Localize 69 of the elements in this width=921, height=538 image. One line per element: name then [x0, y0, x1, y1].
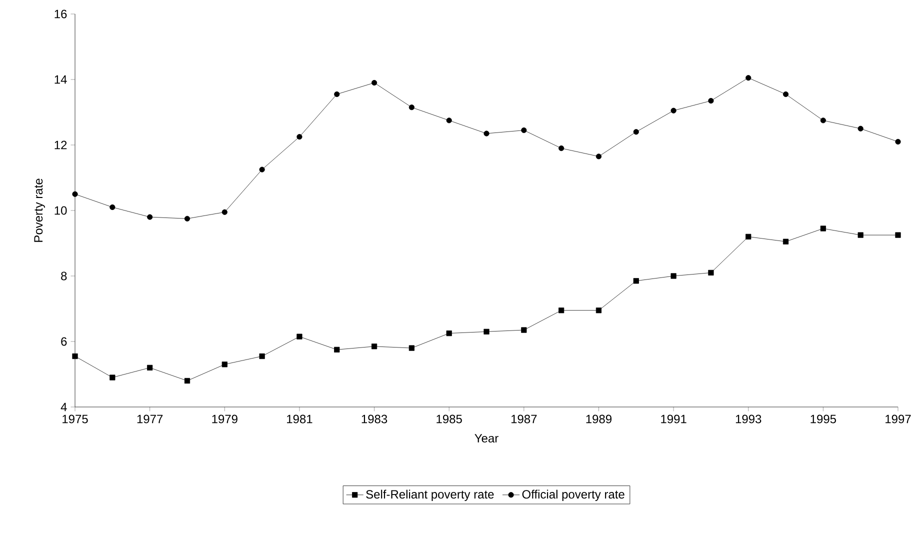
x-tick-label: 1987	[511, 414, 537, 424]
y-tick-label: 12	[54, 140, 67, 150]
point	[633, 129, 639, 135]
point	[895, 232, 901, 238]
point	[858, 232, 864, 238]
point	[746, 234, 752, 240]
point	[596, 154, 602, 160]
point	[746, 75, 752, 81]
point	[446, 330, 452, 336]
y-tick-label: 16	[54, 10, 67, 18]
point	[184, 378, 190, 384]
point	[670, 273, 676, 279]
point	[596, 308, 602, 314]
point	[521, 127, 527, 134]
y-tick-label: 6	[61, 337, 67, 346]
point	[371, 344, 378, 350]
point	[110, 204, 116, 210]
x-tick-label: 1983	[362, 414, 388, 424]
x-tick-label: 1997	[886, 414, 911, 424]
point	[408, 104, 414, 110]
point	[184, 216, 190, 222]
x-tick-label: 1995	[810, 414, 836, 424]
point	[72, 191, 78, 197]
y-tick-label: 8	[61, 272, 67, 280]
legend-label: Official poverty rate	[522, 490, 624, 501]
point	[147, 214, 153, 220]
point	[147, 364, 153, 370]
point	[521, 327, 527, 333]
point	[558, 308, 564, 314]
point	[670, 108, 676, 114]
x-tick-label: 1989	[586, 414, 612, 424]
x-tick-label: 1991	[661, 414, 686, 424]
point	[334, 346, 340, 352]
y-tick-label: 10	[54, 206, 67, 215]
point	[558, 145, 564, 152]
point	[259, 353, 265, 360]
point	[895, 138, 901, 145]
point	[858, 126, 864, 132]
y-tick-label: 14	[54, 75, 67, 84]
point	[110, 374, 116, 380]
point	[708, 270, 714, 276]
x-axis-title: Year	[474, 434, 498, 443]
point	[296, 334, 302, 340]
y-axis-title: Poverty rate	[34, 178, 45, 242]
y-tick-label: 4	[60, 402, 67, 412]
point	[446, 118, 452, 124]
x-tick-label: 1975	[62, 414, 88, 424]
x-tick-label: 1993	[736, 414, 762, 424]
point	[222, 362, 228, 368]
point	[408, 345, 414, 351]
point	[633, 278, 639, 284]
point	[484, 130, 490, 136]
x-tick-label: 1979	[212, 414, 238, 424]
point	[708, 98, 714, 104]
point	[782, 91, 789, 98]
point	[484, 328, 490, 334]
x-tick-label: 1985	[436, 414, 462, 424]
x-tick-label: 1981	[287, 414, 312, 424]
point	[296, 134, 302, 140]
point	[222, 209, 228, 215]
point	[782, 238, 789, 244]
point	[820, 118, 826, 124]
point	[371, 80, 378, 86]
point	[820, 226, 826, 232]
x-tick-label: 1977	[137, 414, 163, 424]
point	[334, 91, 340, 98]
point	[72, 353, 78, 360]
point	[259, 166, 265, 172]
legend-label: Self-Reliant poverty rate	[366, 490, 494, 501]
